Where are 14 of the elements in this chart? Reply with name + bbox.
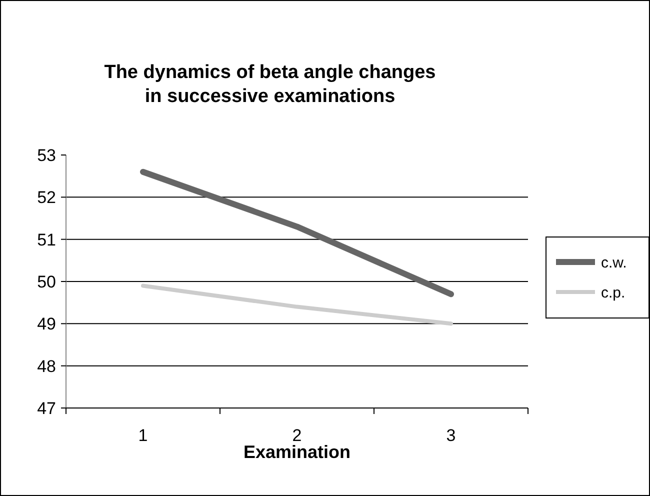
y-tick-label: 51 (37, 230, 56, 250)
y-tick-label: 50 (37, 272, 56, 292)
chart-title: The dynamics of beta angle changes in successive examinations (104, 62, 436, 107)
x-tick-label: 1 (138, 426, 148, 445)
x-axis-title: Examination (243, 442, 351, 462)
y-tick-label: 48 (37, 356, 56, 376)
x-tick-label: 2 (292, 426, 302, 445)
y-tick-label: 52 (37, 188, 56, 208)
y-tick-label: 53 (37, 146, 56, 165)
legend-label: c.w. (601, 254, 627, 272)
legend-label: c.p. (601, 284, 626, 302)
x-tick-label: 3 (446, 426, 456, 445)
y-tick-label: 49 (37, 314, 56, 334)
y-tick-label: 47 (37, 398, 56, 418)
